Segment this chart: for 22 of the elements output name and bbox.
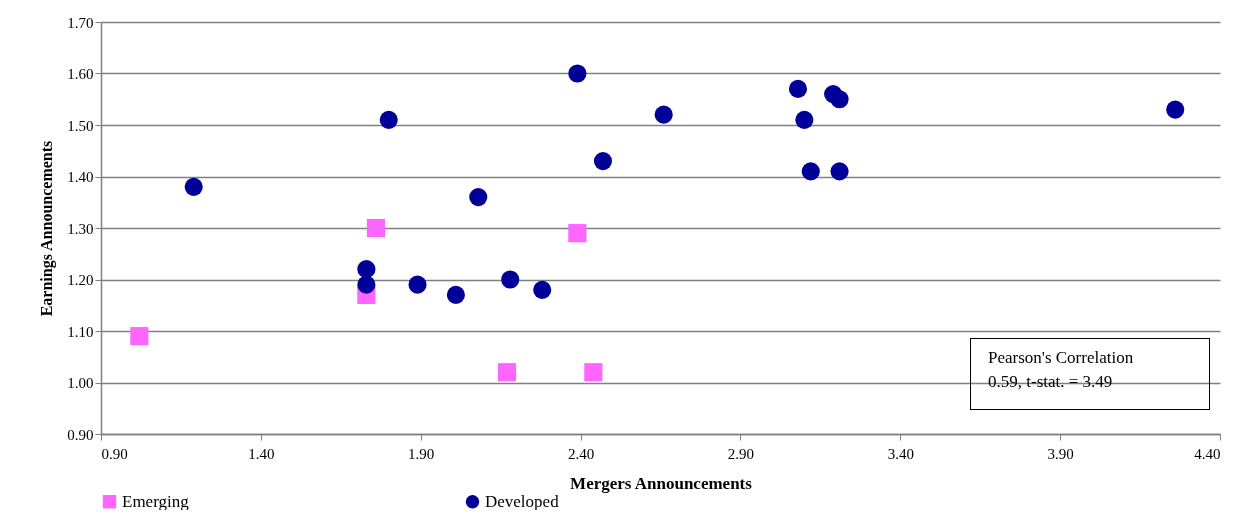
x-tick-label: 3.90	[1047, 445, 1074, 462]
x-tick-label: 4.40	[1194, 445, 1221, 462]
legend-label: Developed	[485, 491, 560, 511]
x-axis-title: Mergers Announcements	[570, 473, 753, 493]
y-axis-title: Earnings Announcements	[38, 140, 57, 317]
x-tick-label: 1.40	[248, 445, 275, 462]
x-tick-label: 0.90	[101, 445, 128, 462]
y-tick-label: 1.20	[67, 272, 94, 288]
legend-label: Emerging	[122, 491, 190, 511]
annotation: Pearson's Correlation 0.59, t-stat. = 3.49	[988, 347, 1134, 393]
y-tick-label: 1.50	[67, 117, 94, 134]
y-tick-label: 1.70	[67, 14, 94, 31]
y-tick-label: 0.90	[67, 426, 94, 443]
y-tick-label: 1.40	[67, 169, 94, 185]
y-tick-label: 1.60	[67, 66, 94, 82]
y-tick-label: 1.10	[67, 323, 94, 340]
x-tick-label: 2.90	[727, 445, 755, 462]
x-tick-label: 3.40	[887, 445, 914, 462]
x-tick-label: 1.90	[408, 445, 435, 462]
y-tick-label: 1.00	[67, 375, 94, 391]
y-tick-label: 1.30	[67, 220, 94, 237]
x-tick-label: 2.40	[567, 445, 595, 462]
